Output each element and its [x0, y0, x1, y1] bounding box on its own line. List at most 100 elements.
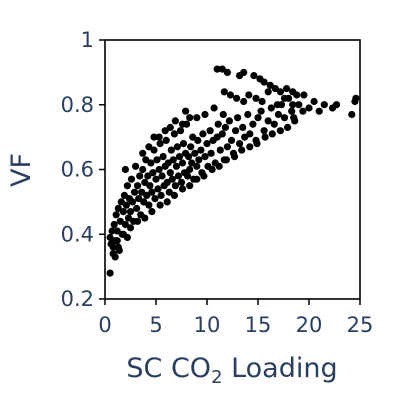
- data-point: [227, 136, 236, 144]
- data-point: [178, 159, 187, 167]
- data-point: [276, 127, 284, 135]
- x-tick-label: 10: [194, 313, 221, 337]
- data-point: [136, 172, 144, 180]
- y-tick-label: 0.8: [61, 93, 94, 117]
- data-point: [216, 146, 224, 154]
- data-point: [236, 140, 244, 148]
- data-point: [186, 182, 194, 190]
- data-point: [264, 88, 272, 96]
- y-axis-title: VF: [6, 153, 37, 187]
- data-point: [264, 117, 272, 125]
- data-point: [184, 172, 192, 180]
- data-point: [146, 182, 154, 190]
- data-point: [132, 162, 140, 170]
- data-point: [171, 182, 179, 190]
- x-axis-title: SC CO2 Loading: [126, 353, 337, 388]
- data-point: [145, 143, 153, 151]
- data-point: [148, 208, 156, 216]
- data-point: [210, 104, 218, 112]
- data-point: [179, 140, 188, 148]
- data-point: [203, 140, 211, 148]
- data-point: [123, 233, 131, 242]
- data-point: [119, 208, 127, 216]
- data-point: [134, 182, 142, 190]
- data-point: [122, 201, 130, 209]
- data-point: [310, 97, 318, 106]
- data-point: [139, 149, 147, 157]
- x-axis: 0 5 10 15 20 25: [98, 299, 373, 337]
- data-point: [127, 175, 136, 183]
- data-point: [193, 162, 201, 170]
- y-tick-label: 0.2: [61, 287, 94, 311]
- data-point: [147, 159, 155, 167]
- data-point: [218, 65, 226, 73]
- data-point: [293, 91, 301, 99]
- data-point: [170, 191, 178, 199]
- data-point: [110, 220, 118, 229]
- data-point: [295, 101, 303, 109]
- data-point: [289, 101, 297, 109]
- data-point: [106, 269, 114, 277]
- data-point: [201, 153, 209, 161]
- data-point: [222, 156, 230, 164]
- data-point: [225, 117, 233, 125]
- data-point: [161, 127, 169, 135]
- data-point: [191, 149, 199, 157]
- data-point: [109, 243, 117, 251]
- data-point: [139, 165, 147, 174]
- x-axis-title-subscript: 2: [211, 367, 222, 388]
- data-point: [134, 217, 142, 225]
- data-point: [270, 120, 278, 128]
- data-point: [154, 185, 162, 193]
- data-point: [126, 208, 135, 216]
- data-point: [253, 140, 261, 148]
- data-point: [238, 146, 246, 154]
- data-point: [193, 114, 201, 122]
- data-point: [218, 130, 226, 138]
- data-point: [194, 136, 202, 144]
- data-point: [121, 165, 129, 174]
- data-point: [283, 85, 291, 93]
- data-point: [121, 220, 129, 229]
- data-point: [280, 94, 289, 102]
- data-point: [135, 195, 143, 203]
- data-point: [260, 127, 268, 135]
- data-point: [151, 195, 159, 203]
- data-point: [254, 114, 262, 122]
- data-point: [128, 198, 137, 206]
- data-point: [113, 227, 121, 235]
- data-point: [221, 123, 229, 131]
- data-point: [156, 201, 164, 209]
- data-point: [193, 175, 201, 183]
- data-point: [195, 156, 203, 164]
- data-point: [214, 120, 222, 128]
- points-layer: [106, 65, 360, 277]
- data-point: [189, 133, 197, 141]
- data-point: [159, 153, 167, 161]
- data-point: [150, 146, 158, 154]
- data-point: [153, 156, 161, 164]
- data-point: [172, 162, 180, 170]
- data-point: [111, 253, 119, 261]
- data-point: [332, 101, 341, 109]
- data-point: [320, 101, 328, 109]
- data-point: [208, 165, 216, 174]
- data-point: [315, 107, 323, 115]
- data-point: [149, 169, 157, 177]
- data-point: [186, 114, 194, 122]
- data-point: [220, 88, 228, 96]
- data-point: [249, 120, 257, 128]
- data-point: [348, 110, 356, 119]
- x-tick-label: 25: [347, 313, 374, 337]
- data-point: [186, 165, 194, 174]
- data-point: [250, 72, 258, 80]
- data-point: [268, 130, 276, 138]
- data-point: [305, 104, 313, 112]
- data-point: [257, 107, 265, 115]
- data-point: [126, 224, 135, 232]
- y-tick-label: 1: [81, 28, 94, 52]
- data-point: [144, 172, 152, 180]
- data-point: [274, 110, 282, 119]
- data-point: [223, 68, 231, 76]
- data-point: [300, 91, 308, 99]
